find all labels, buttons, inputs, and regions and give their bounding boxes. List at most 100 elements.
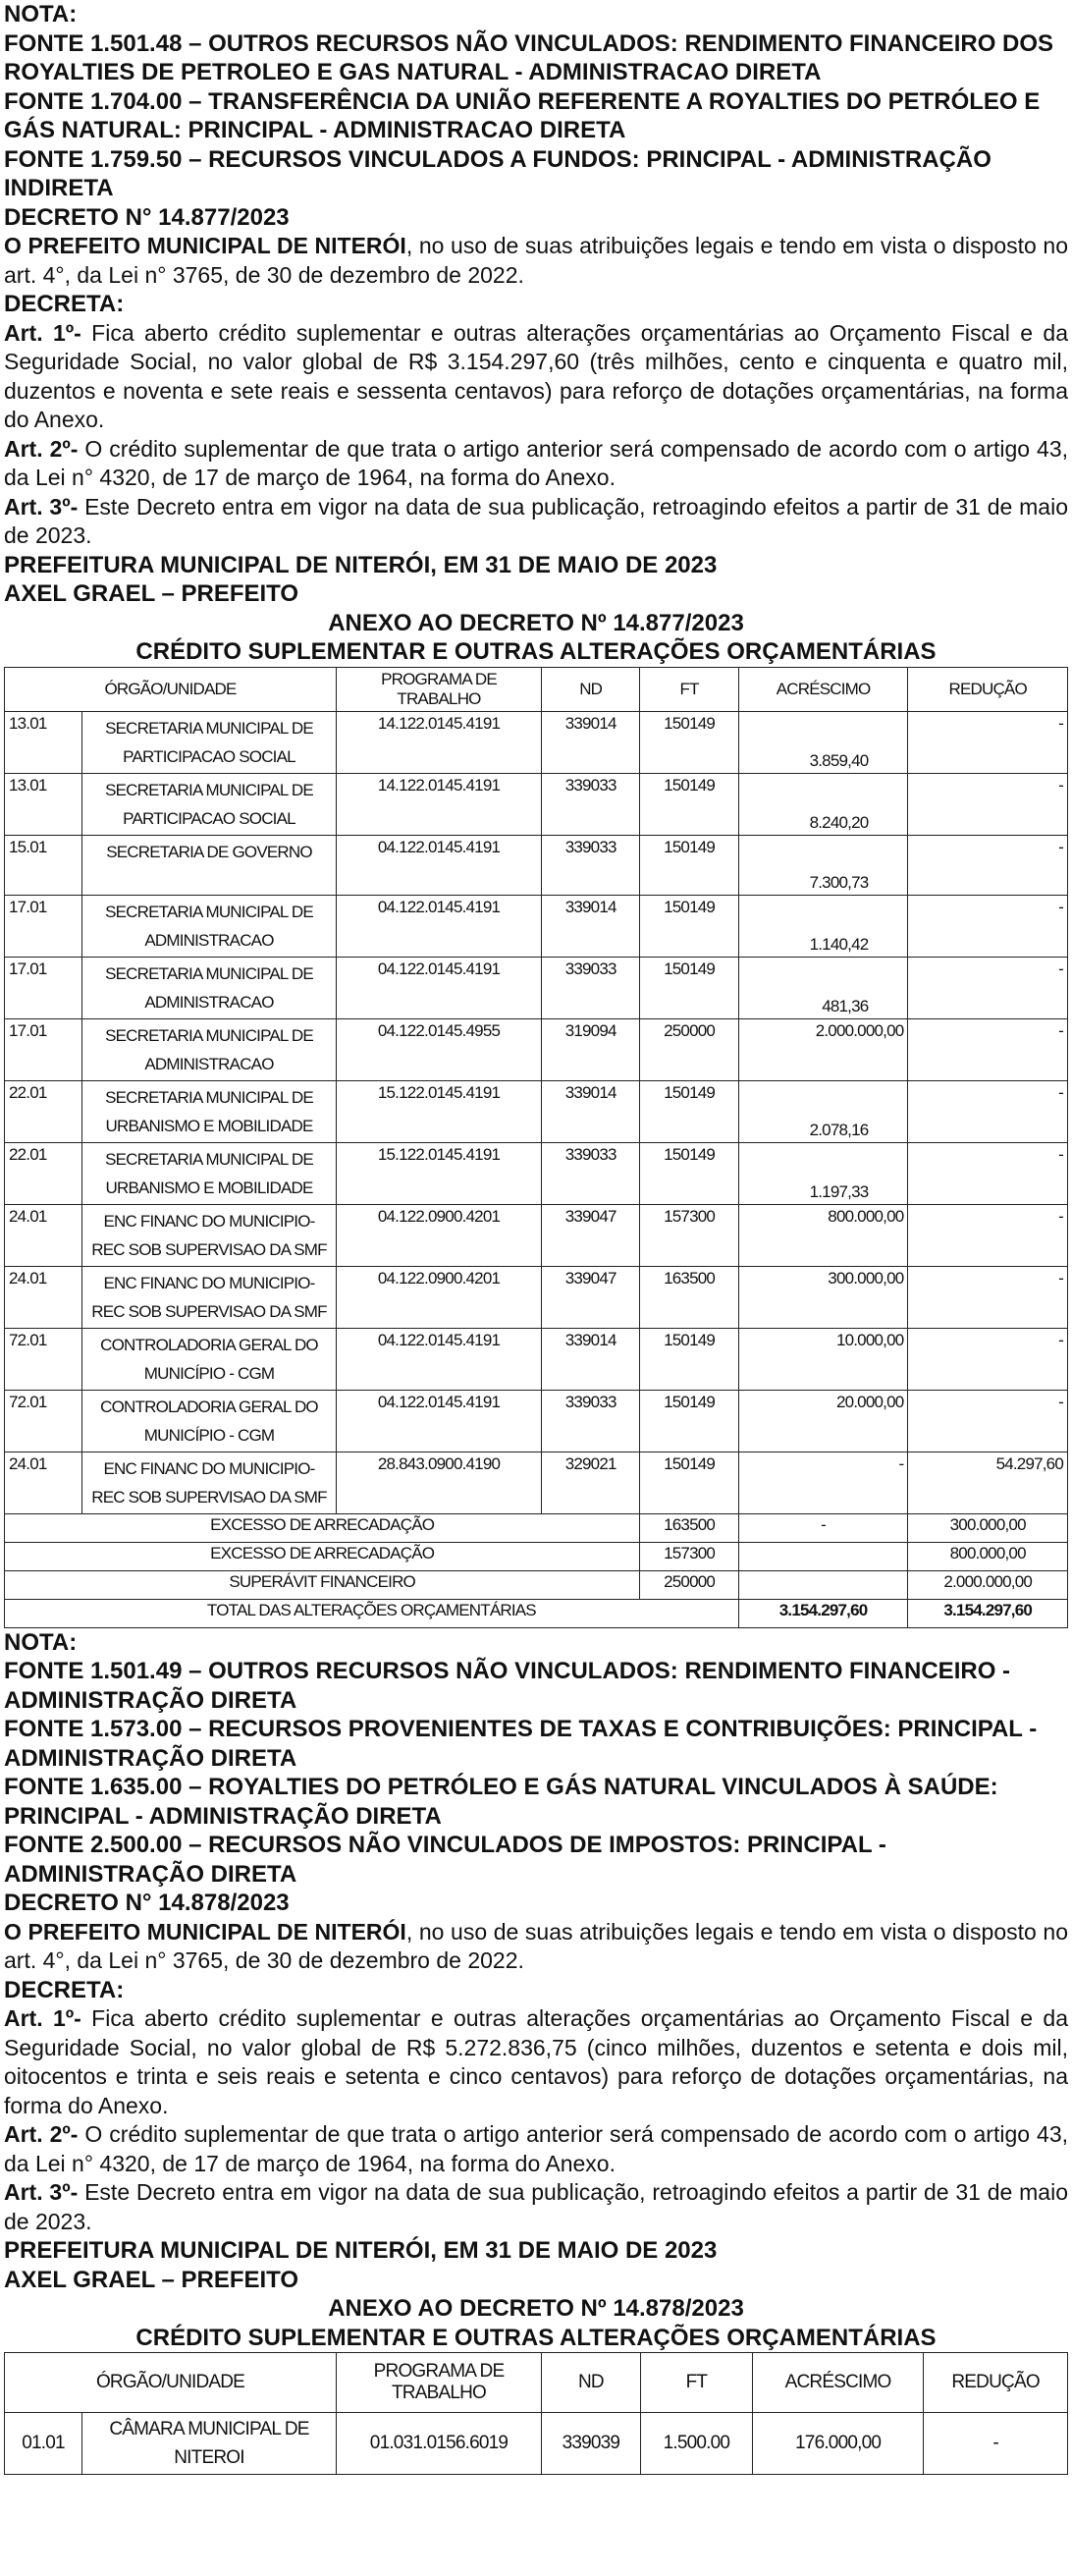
acrescimo: 2.000.000,00 bbox=[737, 1017, 909, 1081]
acrescimo-value: 300.000,00 bbox=[828, 1268, 904, 1288]
reducao: - bbox=[907, 956, 1068, 1019]
column-header: ACRÉSCIMO bbox=[751, 2352, 925, 2413]
acrescimo: 1.140,42 bbox=[737, 894, 909, 958]
acrescimo-value: 2.078,16 bbox=[809, 1120, 870, 1139]
table-row: 22.01 SECRETARIA MUNICIPAL DE URBANISMO … bbox=[4, 1079, 1068, 1143]
unit-name: ENC FINANC DO MUNICIPIO- REC SOB SUPERVI… bbox=[81, 1203, 337, 1267]
summary-ft: 250000 bbox=[639, 1569, 739, 1600]
reducao: - bbox=[907, 1203, 1068, 1267]
acrescimo-value: 3.859,40 bbox=[809, 750, 870, 770]
unit-name: CÂMARA MUNICIPAL DE NITEROI bbox=[81, 2412, 337, 2475]
article-3: Art. 3º- Este Decreto entra em vigor na … bbox=[4, 493, 1068, 551]
fonte-line: FONTE 1.704.00 – TRANSFERÊNCIA DA UNIÃO … bbox=[4, 87, 1041, 144]
summary-row: EXCESSO DE ARRECADAÇÃO 157300 800.000,00 bbox=[3, 1541, 1068, 1571]
column-header: ÓRGÃO/UNIDADE bbox=[4, 666, 337, 712]
ft: 150149 bbox=[639, 1141, 739, 1205]
nota-label: NOTA: bbox=[4, 1628, 78, 1656]
unit-code: 72.01 bbox=[4, 1327, 82, 1391]
ft: 157300 bbox=[639, 1203, 739, 1267]
decree-intro: O PREFEITO MUNICIPAL DE NITERÓI, no uso … bbox=[4, 232, 1068, 290]
summary-reducao: 300.000,00 bbox=[907, 1512, 1068, 1543]
fonte-line: FONTE 1.759.50 – RECURSOS VINCULADOS A F… bbox=[4, 145, 992, 202]
unit-name: SECRETARIA MUNICIPAL DE ADMINISTRACAO bbox=[81, 894, 337, 958]
annex-title: ANEXO AO DECRETO Nº 14.878/2023 bbox=[328, 2295, 744, 2322]
ft: 150149 bbox=[639, 772, 739, 836]
article-2: Art. 2º- O crédito suplementar de que tr… bbox=[4, 435, 1068, 493]
total-row: TOTAL DAS ALTERAÇÕES ORÇAMENTÁRIAS 3.154… bbox=[4, 1598, 1068, 1628]
acrescimo-value: 10.000,00 bbox=[835, 1330, 904, 1349]
decree-14877: DECRETO N° 14.877/2023 O PREFEITO MUNICI… bbox=[3, 203, 1068, 1628]
header-row: ÓRGÃO/UNIDADE PROGRAMA DE TRABALHO ND FT ACR… bbox=[4, 2352, 1068, 2413]
table-row: 17.01 SECRETARIA MUNICIPAL DE ADMINISTRA… bbox=[4, 956, 1068, 1019]
reducao: - bbox=[907, 1327, 1068, 1391]
article-text: O crédito suplementar de que trata o art… bbox=[4, 435, 1069, 491]
work-program: 15.122.0145.4191 bbox=[336, 1141, 542, 1205]
table-row: 24.01 ENC FINANC DO MUNICIPIO- REC SOB S… bbox=[4, 1451, 1068, 1514]
nd: 329021 bbox=[540, 1451, 641, 1514]
table-row: 22.01 SECRETARIA MUNICIPAL DE URBANISMO … bbox=[4, 1141, 1068, 1205]
column-header: FT bbox=[639, 2352, 753, 2413]
column-header: ND bbox=[541, 2352, 641, 2413]
unit-name: CONTROLADORIA GERAL DO MUNICÍPIO - CGM bbox=[81, 1389, 337, 1452]
nd: 339014 bbox=[540, 894, 641, 958]
nd: 339033 bbox=[540, 834, 641, 896]
annex-title: ANEXO AO DECRETO Nº 14.877/2023 bbox=[328, 609, 744, 636]
unit-code: 13.01 bbox=[4, 772, 82, 836]
column-header: FT bbox=[639, 666, 739, 712]
work-program: 01.031.0156.6019 bbox=[336, 2412, 542, 2475]
acrescimo-value: 481,36 bbox=[822, 996, 869, 1015]
table-row: 15.01 SECRETARIA DE GOVERNO 04.122.0145.… bbox=[4, 834, 1068, 896]
column-header: PROGRAMA DE TRABALHO bbox=[336, 2352, 542, 2413]
ft: 150149 bbox=[639, 1079, 739, 1143]
ft: 150149 bbox=[639, 834, 739, 896]
table-row: 72.01 CONTROLADORIA GERAL DO MUNICÍPIO -… bbox=[4, 1327, 1068, 1391]
unit-code: 22.01 bbox=[4, 1141, 82, 1205]
article-text: Este Decreto entra em vigor na data de s… bbox=[4, 2179, 1068, 2234]
reducao: - bbox=[907, 772, 1068, 836]
nd: 319094 bbox=[540, 1017, 641, 1081]
column-header: REDUÇÃO bbox=[923, 2352, 1068, 2413]
fonte-line: FONTE 1.635.00 – ROYALTIES DO PETRÓLEO E… bbox=[4, 1774, 998, 1830]
acrescimo: 20.000,00 bbox=[737, 1389, 909, 1452]
article-2: Art. 2º- O crédito suplementar de que tr… bbox=[4, 2120, 1068, 2178]
unit-code: 24.01 bbox=[4, 1451, 82, 1514]
nd: 339039 bbox=[541, 2412, 641, 2475]
ft: 150149 bbox=[639, 894, 739, 958]
column-header: ACRÉSCIMO bbox=[737, 666, 909, 712]
fonte-line: FONTE 1.501.48 – OUTROS RECURSOS NÃO VIN… bbox=[4, 29, 1054, 86]
work-program: 28.843.0900.4190 bbox=[336, 1451, 542, 1514]
reducao: - bbox=[907, 1389, 1068, 1452]
reducao: - bbox=[907, 1141, 1068, 1205]
acrescimo: 10.000,00 bbox=[737, 1327, 909, 1391]
acrescimo: 2.078,16 bbox=[737, 1079, 909, 1143]
acrescimo: 481,36 bbox=[737, 956, 909, 1019]
summary-label: SUPERÁVIT FINANCEIRO bbox=[3, 1569, 641, 1600]
decree-14878: DECRETO N° 14.878/2023 O PREFEITO MUNICI… bbox=[4, 1889, 1068, 2475]
article-1: Art. 1º- Fica aberto crédito suplementar… bbox=[4, 319, 1068, 435]
budget-table: ÓRGÃO/UNIDADE PROGRAMA DE TRABALHO ND FT ACR… bbox=[4, 2352, 1068, 2475]
article-text: O crédito suplementar de que trata o art… bbox=[4, 2121, 1069, 2176]
nd: 339033 bbox=[540, 772, 641, 836]
place-date: PREFEITURA MUNICIPAL DE NITERÓI, EM 31 D… bbox=[4, 551, 718, 578]
total-reducao: 3.154.297,60 bbox=[907, 1598, 1068, 1628]
acrescimo: 1.197,33 bbox=[737, 1141, 909, 1205]
summary-acrescimo: - bbox=[737, 1512, 909, 1543]
work-program: 04.122.0145.4191 bbox=[336, 894, 542, 958]
unit-name: CONTROLADORIA GERAL DO MUNICÍPIO - CGM bbox=[81, 1327, 337, 1391]
column-header: PROGRAMA DE TRABALHO bbox=[336, 666, 542, 712]
signer: AXEL GRAEL – PREFEITO bbox=[4, 580, 299, 607]
unit-code: 01.01 bbox=[4, 2412, 82, 2475]
work-program: 14.122.0145.4191 bbox=[336, 710, 542, 774]
acrescimo-value: 176.000,00 bbox=[795, 2433, 882, 2453]
fonte-line: FONTE 1.573.00 – RECURSOS PROVENIENTES D… bbox=[4, 1716, 1038, 1772]
table-row: 13.01 SECRETARIA MUNICIPAL DE PARTICIPAC… bbox=[4, 772, 1068, 836]
decree-intro: O PREFEITO MUNICIPAL DE NITERÓI, no uso … bbox=[4, 1918, 1068, 1976]
unit-code: 17.01 bbox=[4, 1017, 82, 1081]
work-program: 04.122.0145.4191 bbox=[336, 1389, 542, 1452]
acrescimo: 8.240,20 bbox=[737, 772, 909, 836]
column-header: ÓRGÃO/UNIDADE bbox=[4, 2352, 337, 2413]
acrescimo: 7.300,73 bbox=[737, 834, 909, 896]
total-acrescimo: 3.154.297,60 bbox=[737, 1598, 909, 1628]
unit-name: SECRETARIA MUNICIPAL DE URBANISMO E MOBI… bbox=[81, 1079, 337, 1143]
ft: 163500 bbox=[639, 1265, 739, 1329]
